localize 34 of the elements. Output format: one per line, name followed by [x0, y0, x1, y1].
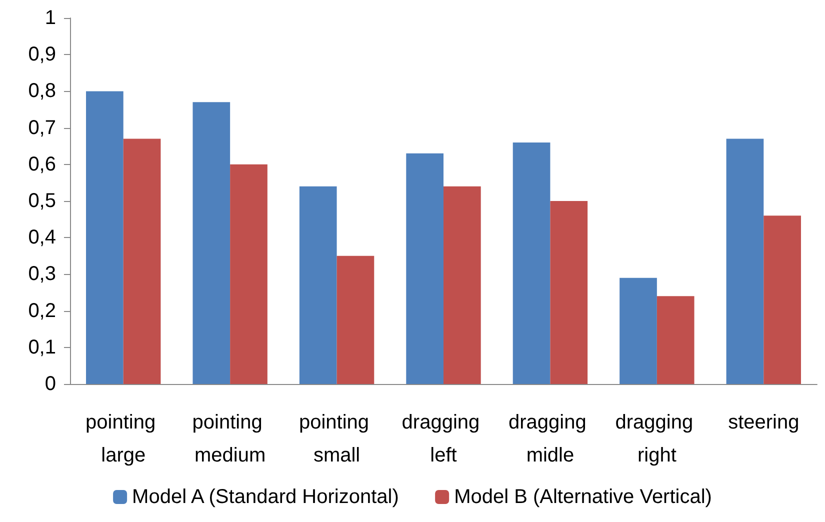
bar: [299, 186, 337, 384]
y-tick-label: 0,9: [28, 44, 56, 66]
y-tick-label: 0,6: [28, 153, 56, 176]
bar: [230, 164, 268, 384]
bar: [550, 201, 588, 384]
y-tick-label: 0,4: [28, 226, 56, 249]
bar: [86, 91, 124, 384]
y-tick-label: 1: [44, 7, 56, 29]
bar: [764, 216, 801, 384]
bar: [512, 142, 550, 384]
bar: [656, 296, 694, 384]
x-tick-label: dragging midle: [508, 412, 592, 466]
x-tick-label: pointing small: [298, 412, 375, 466]
x-tick-label: steering: [728, 412, 800, 434]
legend-label: Model A (Standard Horizontal): [132, 486, 399, 508]
bar: [444, 186, 481, 384]
bar: [726, 138, 764, 384]
y-tick-label: 0,1: [28, 336, 56, 358]
bar: [620, 278, 657, 384]
y-tick-label: 0,2: [28, 300, 56, 322]
bar: [406, 153, 444, 384]
bar: [123, 138, 161, 384]
x-tick-label: dragging left: [402, 412, 486, 466]
x-tick-label: pointing medium: [192, 412, 268, 466]
y-tick-label: 0: [44, 373, 56, 395]
bar: [336, 256, 374, 384]
legend-label: Model B (Alternative Vertical): [454, 486, 712, 508]
bar: [192, 102, 230, 384]
y-tick-label: 0,8: [28, 80, 56, 102]
y-tick-label: 0,5: [28, 190, 56, 212]
x-tick-label: pointing large: [86, 412, 162, 466]
y-tick-label: 0,7: [28, 116, 56, 139]
y-tick-label: 0,3: [28, 263, 56, 286]
x-tick-label: dragging right: [615, 412, 699, 466]
